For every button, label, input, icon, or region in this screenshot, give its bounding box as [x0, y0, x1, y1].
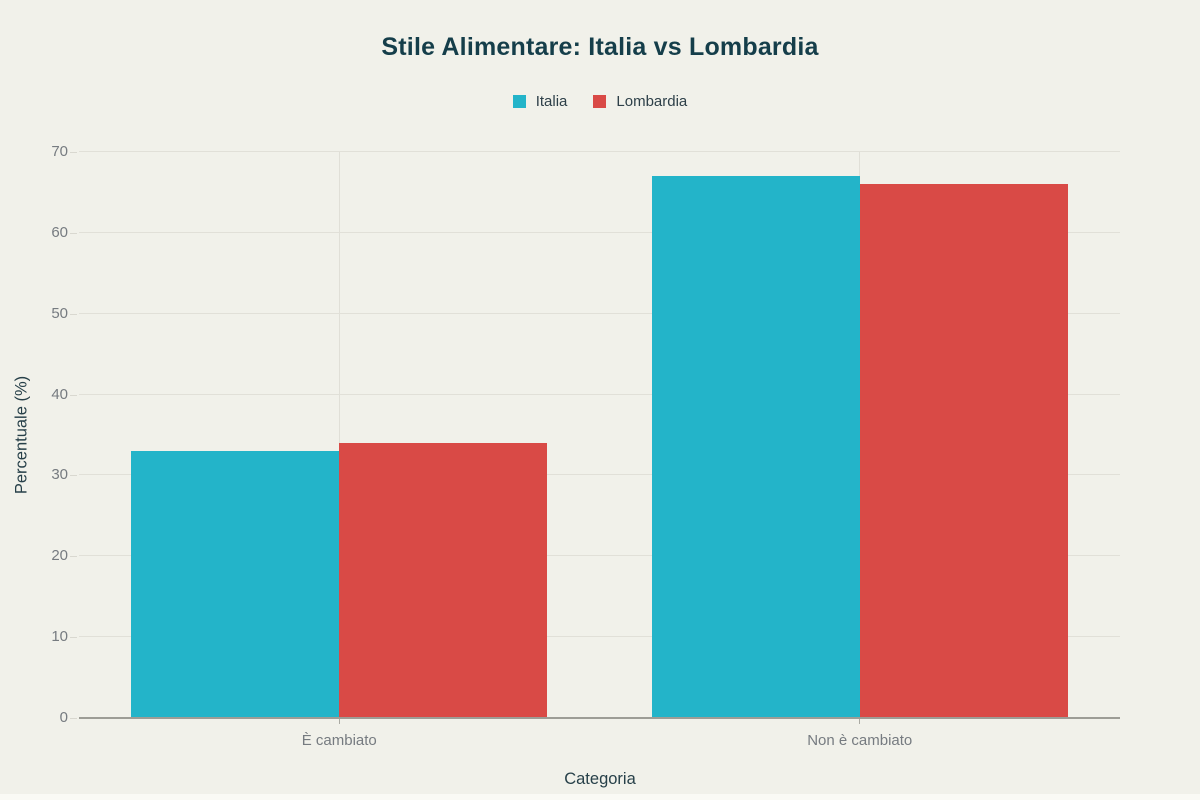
y-tick-mark: [70, 637, 77, 639]
y-grid-line: [79, 636, 1120, 638]
bar[interactable]: [131, 451, 340, 718]
chart-title: Stile Alimentare: Italia vs Lombardia: [381, 33, 819, 61]
y-tick-label: 70: [51, 143, 68, 160]
bottom-strip: [0, 794, 1200, 800]
y-tick-mark: [70, 394, 77, 396]
legend-item[interactable]: Lombardia: [593, 93, 687, 110]
x-axis-title: Categoria: [564, 770, 636, 788]
y-tick-label: 10: [51, 628, 68, 646]
legend-label: Lombardia: [616, 93, 688, 110]
legend-item[interactable]: Italia: [512, 93, 568, 110]
legend-label: Italia: [535, 93, 568, 110]
bar[interactable]: [859, 184, 1068, 718]
y-grid-line: [79, 151, 1120, 152]
y-grid-line: [79, 393, 1120, 395]
x-tick-mark: [859, 719, 861, 724]
y-tick-label: 50: [51, 304, 68, 322]
x-grid-line: [338, 152, 340, 718]
y-tick-mark: [70, 475, 77, 477]
y-tick-mark: [70, 152, 77, 153]
x-tick-label: Non è cambiato: [807, 732, 913, 749]
x-axis-line: [79, 717, 1120, 719]
y-grid-line: [79, 231, 1120, 233]
plot-area: [79, 151, 1120, 719]
legend-swatch: [593, 95, 607, 108]
x-tick-mark: [338, 719, 340, 724]
y-tick-mark: [70, 556, 77, 558]
y-tick-label: 20: [51, 547, 68, 565]
y-grid-line: [79, 555, 1120, 557]
y-axis-title: Percentuale (%): [12, 375, 31, 495]
y-tick-mark: [70, 718, 77, 719]
y-tick-mark: [70, 313, 77, 315]
y-grid-line: [79, 474, 1120, 476]
y-tick-mark: [70, 232, 77, 234]
y-grid-line: [79, 312, 1120, 314]
bar[interactable]: [339, 443, 548, 718]
y-tick-label: 0: [59, 709, 68, 726]
y-tick-label: 30: [51, 466, 68, 484]
bar[interactable]: [651, 176, 860, 718]
y-tick-label: 40: [51, 385, 68, 403]
legend-swatch: [512, 95, 526, 108]
x-tick-label: È cambiato: [301, 732, 377, 749]
legend: Italia Lombardia: [0, 93, 1200, 110]
y-tick-label: 60: [51, 223, 68, 241]
